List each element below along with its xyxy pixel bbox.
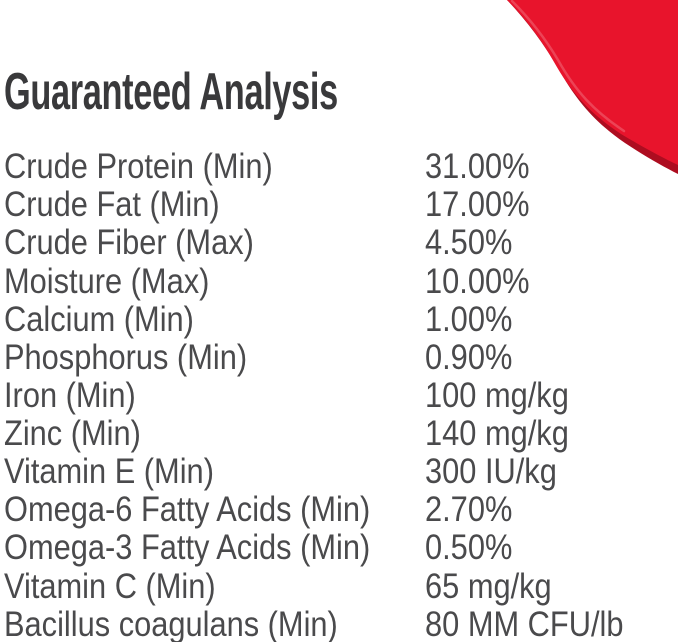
nutrient-value: 17.00% (425, 185, 530, 225)
nutrient-value: 10.00% (425, 261, 530, 301)
nutrient-value: 2.70% (425, 490, 513, 530)
table-row: Iron (Min) 100 mg/kg (4, 375, 678, 415)
nutrient-label: Crude Fiber (Max) (4, 223, 254, 263)
table-row: Calcium (Min) 1.00% (4, 299, 678, 339)
table-row: Moisture (Max) 10.00% (4, 261, 678, 301)
nutrient-value: 65 mg/kg (425, 566, 552, 606)
nutrient-label: Iron (Min) (4, 375, 136, 415)
analysis-table: Crude Protein (Min) 31.00% Crude Fat (Min)… (4, 147, 678, 642)
table-row: Vitamin C (Min) 65 mg/kg (4, 566, 678, 606)
nutrient-label: Calcium (Min) (4, 299, 194, 339)
table-row: Phosphorus (Min) 0.90% (4, 337, 678, 377)
nutrient-value: 80 MM CFU/lb (425, 604, 624, 642)
table-row: Omega-3 Fatty Acids (Min) 0.50% (4, 528, 678, 568)
table-row: Crude Fiber (Max) 4.50% (4, 223, 678, 263)
red-swoosh-decoration (507, 0, 678, 174)
nutrient-value: 4.50% (425, 223, 513, 263)
nutrient-value: 300 IU/kg (425, 452, 557, 492)
nutrient-label: Crude Fat (Min) (4, 185, 220, 225)
table-row: Bacillus coagulans (Min) 80 MM CFU/lb (4, 604, 678, 642)
table-row: Vitamin E (Min) 300 IU/kg (4, 452, 678, 492)
table-row: Crude Fat (Min) 17.00% (4, 185, 678, 225)
table-row: Omega-6 Fatty Acids (Min) 2.70% (4, 490, 678, 530)
nutrient-label: Phosphorus (Min) (4, 337, 248, 377)
table-row: Zinc (Min) 140 mg/kg (4, 414, 678, 454)
page-title: Guaranteed Analysis (4, 63, 338, 121)
nutrient-label: Crude Protein (Min) (4, 147, 273, 187)
table-row: Crude Protein (Min) 31.00% (4, 147, 678, 187)
nutrient-value: 31.00% (425, 147, 530, 187)
nutrient-value: 140 mg/kg (425, 414, 569, 454)
nutrient-label: Bacillus coagulans (Min) (4, 604, 338, 642)
nutrient-label: Omega-6 Fatty Acids (Min) (4, 490, 371, 530)
nutrient-label: Omega-3 Fatty Acids (Min) (4, 528, 371, 568)
nutrient-label: Zinc (Min) (4, 414, 141, 454)
nutrient-value: 0.90% (425, 337, 513, 377)
nutrient-label: Moisture (Max) (4, 261, 210, 301)
nutrient-label: Vitamin C (Min) (4, 566, 216, 606)
nutrient-value: 100 mg/kg (425, 375, 569, 415)
nutrient-value: 1.00% (425, 299, 513, 339)
nutrient-value: 0.50% (425, 528, 513, 568)
nutrient-label: Vitamin E (Min) (4, 452, 214, 492)
